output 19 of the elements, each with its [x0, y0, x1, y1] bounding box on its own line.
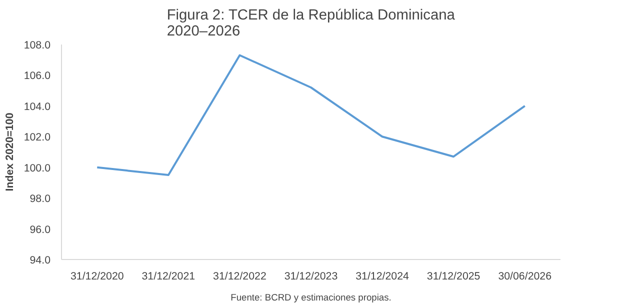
x-tick-label: 31/12/2022 — [213, 270, 266, 282]
x-tick-label: 31/12/2024 — [356, 270, 410, 282]
y-tick-label: 100.0 — [24, 162, 51, 174]
y-axis-title: Index 2020=100 — [4, 112, 16, 192]
source-note: Fuente: BCRD y estimaciones propias. — [230, 292, 392, 302]
y-tick-label: 104.0 — [24, 100, 51, 113]
x-tick-label: 30/06/2026 — [498, 270, 552, 282]
x-tick-label: 31/12/2023 — [284, 270, 338, 282]
chart-title: Figura 2: TCER de la República Dominicana 2020–2026 — [166, 8, 456, 40]
y-tick-label: 94.0 — [30, 254, 51, 266]
y-tick-label: 102.0 — [24, 132, 51, 144]
y-tick-label: 98.0 — [30, 193, 51, 206]
x-tick-label: 31/12/2025 — [426, 270, 480, 282]
x-tick-label: 31/12/2020 — [70, 270, 124, 282]
y-tick-label: 96.0 — [30, 224, 51, 236]
x-tick-label: 31/12/2021 — [142, 270, 196, 282]
y-tick-label: 108.0 — [24, 40, 51, 52]
y-tick-label: 106.0 — [24, 70, 51, 82]
line-series — [96, 54, 526, 176]
